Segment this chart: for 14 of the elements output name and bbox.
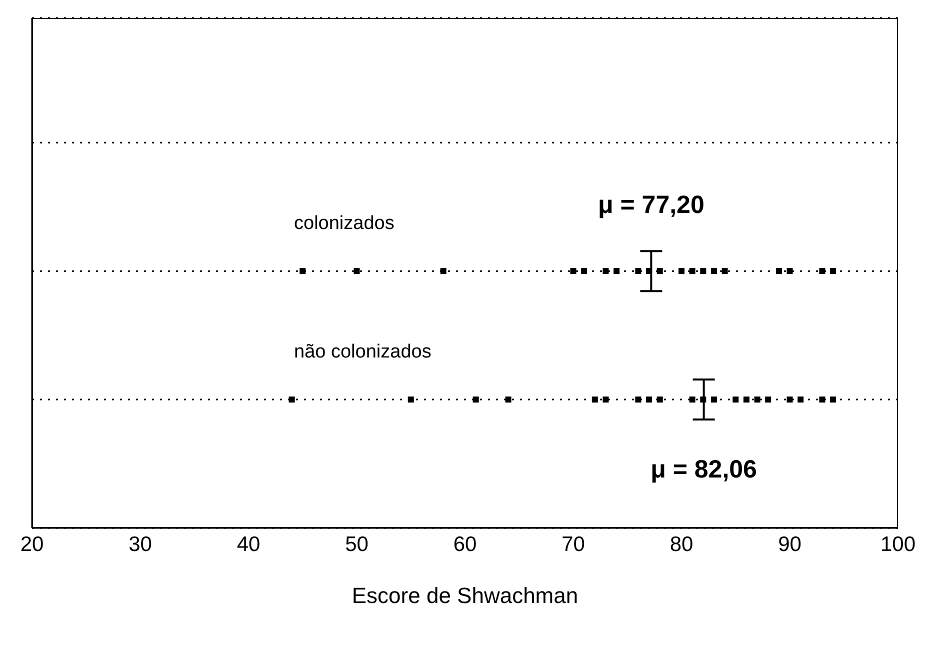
x-tick-label: 90 <box>778 532 802 556</box>
annotation: μ = 82,06 <box>650 456 757 484</box>
x-tick-label: 100 <box>880 532 916 556</box>
x-axis-title: Escore de Shwachman <box>352 583 578 608</box>
x-tick-label: 40 <box>236 532 260 556</box>
x-tick-label: 30 <box>128 532 152 556</box>
x-tick-label: 60 <box>453 532 477 556</box>
y-tick-label: não colonizados <box>294 342 432 363</box>
x-tick-label: 70 <box>562 532 585 556</box>
annotation: μ = 77,20 <box>598 191 704 220</box>
x-tick-label: 80 <box>670 532 694 556</box>
y-tick-label: colonizados <box>294 213 394 234</box>
x-tick-label: 50 <box>345 532 368 556</box>
x-tick-label: 20 <box>20 532 44 556</box>
